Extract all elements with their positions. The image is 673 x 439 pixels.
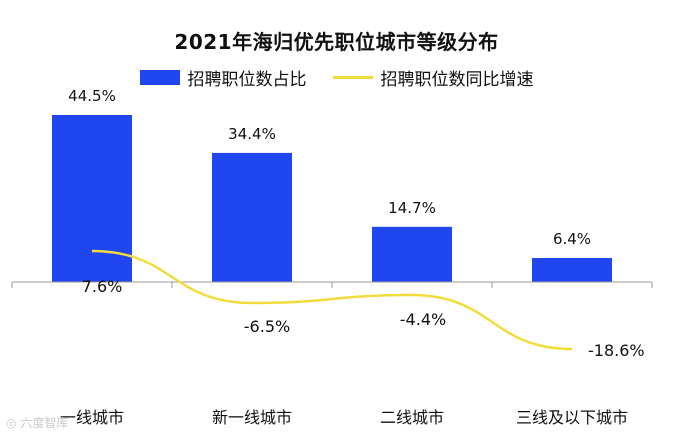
bar [212, 152, 292, 282]
bar-data-label: 44.5% [68, 87, 116, 105]
legend-label-line: 招聘职位数同比增速 [380, 69, 534, 90]
growth-data-label: -4.4% [400, 310, 446, 329]
watermark-icon: ◎ [6, 416, 17, 430]
legend-swatch-line [332, 75, 373, 79]
growth-data-label: -18.6% [588, 341, 645, 360]
chart-title: 2021年海归优先职位城市等级分布 [174, 30, 499, 54]
bar-data-label: 34.4% [228, 125, 276, 143]
x-tick-label: 三线及以下城市 [516, 408, 628, 427]
legend-item-bar: 招聘职位数占比 [139, 65, 307, 90]
growth-data-label: 7.6% [82, 277, 123, 296]
legend-item-line: 招聘职位数同比增速 [332, 65, 534, 90]
bar-data-label: 6.4% [553, 230, 591, 248]
x-tick-label: 一线城市 [60, 408, 124, 427]
bar [52, 115, 132, 282]
x-tick-label: 新一线城市 [212, 408, 292, 427]
watermark: ◎ 六度智库 [6, 414, 68, 431]
watermark-text: 六度智库 [20, 416, 69, 430]
bar [532, 257, 612, 282]
x-tick-label: 二线城市 [380, 408, 444, 427]
bar [372, 226, 452, 282]
legend: 招聘职位数占比 招聘职位数同比增速 [0, 64, 673, 90]
legend-label-bar: 招聘职位数占比 [187, 69, 307, 90]
growth-series-line [91, 249, 573, 351]
growth-data-label: -6.5% [244, 317, 290, 336]
bar-data-label: 14.7% [388, 199, 436, 217]
legend-swatch-bar [139, 69, 180, 85]
